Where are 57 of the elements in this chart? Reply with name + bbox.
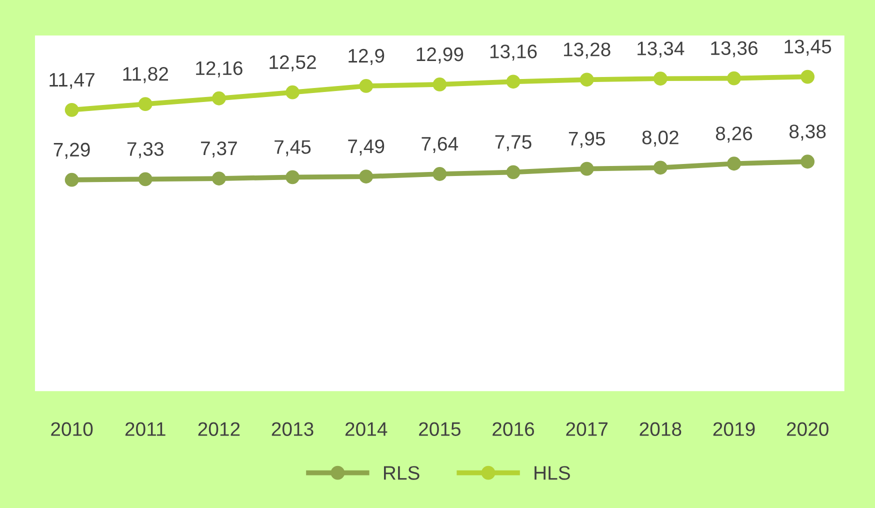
point (800, 154, 815, 169)
data-label: 12,9 (348, 48, 384, 65)
point (727, 71, 741, 86)
x-tick-label: 2012 (198, 422, 240, 436)
data-label: 7,33 (127, 142, 164, 158)
point (212, 91, 226, 106)
point (506, 74, 520, 89)
legend-label: HLS (534, 466, 570, 480)
data-label: 8,26 (716, 126, 752, 143)
point (432, 167, 447, 181)
data-label: 7,37 (201, 141, 237, 158)
data-label: 13,36 (711, 41, 758, 58)
point (432, 78, 447, 92)
point (286, 85, 300, 100)
data-label: 13,45 (784, 40, 832, 56)
data-label: 11,47 (50, 73, 94, 89)
point (359, 79, 374, 93)
point (64, 172, 79, 187)
data-label: 7,29 (54, 142, 90, 159)
point (138, 172, 152, 186)
point (286, 170, 300, 184)
data-label: 13,34 (638, 42, 684, 58)
point (580, 162, 594, 176)
x-tick-label: 2013 (272, 422, 314, 436)
data-label: 8,02 (642, 130, 678, 147)
data-label: 11,82 (123, 67, 168, 84)
x-tick-label: 2020 (786, 422, 828, 436)
x-tick-label: 2019 (713, 422, 755, 436)
point (359, 170, 374, 184)
x-tick-label: 2015 (419, 422, 461, 436)
point (727, 156, 741, 171)
point (506, 165, 520, 180)
data-label: 7,64 (422, 136, 458, 154)
point (138, 97, 152, 112)
data-label: 8,38 (790, 124, 826, 141)
legend-label: RLS (384, 466, 420, 480)
point (580, 72, 594, 87)
point (64, 102, 79, 117)
data-label: 13,16 (490, 44, 537, 61)
data-label: 12,99 (416, 47, 464, 64)
data-label: 7,49 (348, 139, 384, 156)
data-label: 7,75 (495, 135, 532, 152)
point (800, 70, 815, 84)
point (212, 172, 226, 186)
point (653, 160, 668, 175)
x-tick-label: 2016 (492, 422, 534, 436)
data-label: 7,45 (274, 140, 311, 156)
point (653, 72, 668, 86)
data-label: 13,28 (564, 42, 610, 59)
data-label: 12,16 (196, 61, 242, 78)
x-tick-label: 2017 (566, 422, 608, 436)
x-tick-label: 2014 (345, 422, 388, 436)
x-tick-label: 2011 (125, 422, 166, 436)
x-tick-label: 2010 (51, 422, 93, 436)
data-label: 12,52 (270, 55, 316, 72)
data-label: 7,95 (568, 132, 605, 148)
x-tick-label: 2018 (640, 422, 682, 436)
